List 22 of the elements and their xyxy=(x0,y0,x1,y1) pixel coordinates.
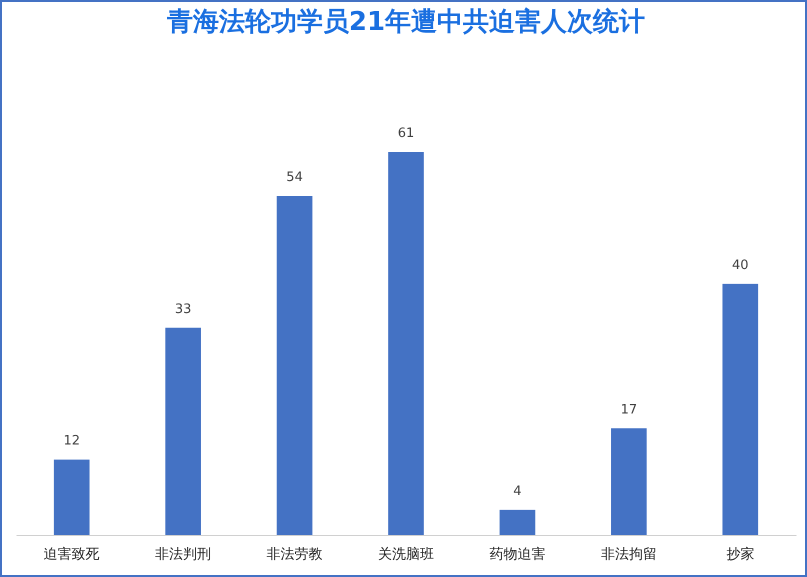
chart-title: 青海法轮功学员21年遭中共迫害人次统计 xyxy=(166,7,646,37)
x-tick-label: 关洗脑班 xyxy=(378,546,434,562)
bar xyxy=(276,196,312,535)
bar xyxy=(722,284,758,535)
x-tick-label: 非法劳教 xyxy=(266,546,323,562)
bar xyxy=(500,510,536,535)
x-tick-label: 非法拘留 xyxy=(600,546,657,562)
x-tick-label: 药物迫害 xyxy=(489,546,546,562)
data-label: 17 xyxy=(620,402,638,418)
data-label: 40 xyxy=(732,258,749,273)
x-tick-label: 非法判刑 xyxy=(155,546,212,562)
data-label: 12 xyxy=(63,434,80,449)
x-tick-label: 迫害致死 xyxy=(44,546,100,562)
bar xyxy=(611,428,647,535)
data-label: 54 xyxy=(286,170,303,185)
data-label: 33 xyxy=(174,302,192,317)
x-tick-label: 抄家 xyxy=(726,546,754,562)
bar xyxy=(165,328,201,535)
bar xyxy=(388,152,424,535)
data-label: 4 xyxy=(513,484,522,499)
bar xyxy=(54,460,90,535)
data-label: 61 xyxy=(398,126,414,141)
